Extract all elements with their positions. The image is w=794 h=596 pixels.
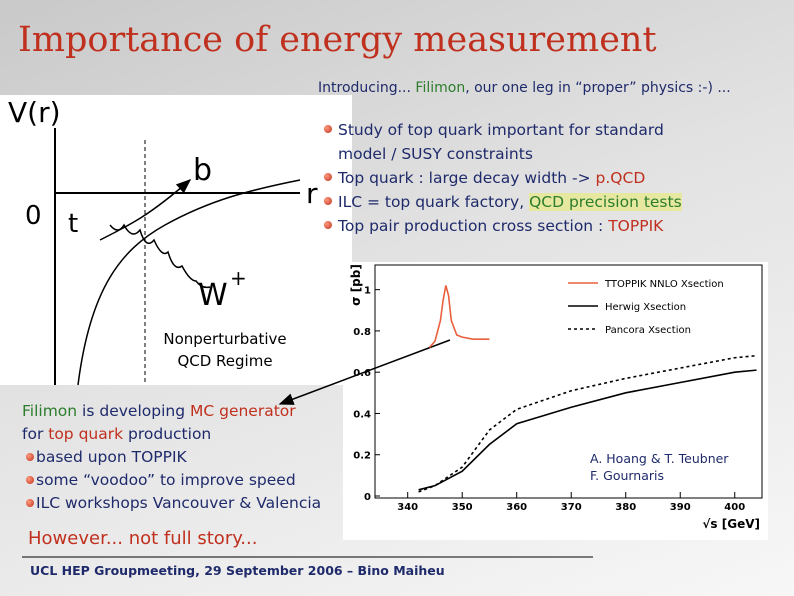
- w-squiggle: [109, 223, 211, 289]
- title: Importance of energy measurement: [18, 20, 657, 60]
- text: production: [123, 425, 212, 443]
- diagram-caption: QCD Regime: [177, 352, 272, 370]
- text: ILC = top quark factory,: [338, 193, 530, 211]
- text: Study of top quark important for standar…: [338, 121, 664, 163]
- x-tick-label: 360: [506, 502, 527, 513]
- legend-label: TTOPPIK NNLO Xsection: [604, 279, 724, 290]
- bullet: some “voodoo” to improve speed: [22, 469, 321, 492]
- bullet: ILC = top quark factory, QCD precision t…: [320, 190, 720, 214]
- subtitle: Introducing... Filimon, our one leg in “…: [318, 80, 731, 96]
- plot-frame: [374, 264, 763, 499]
- series-line: [428, 285, 490, 348]
- legend-label: Pancora Xsection: [605, 325, 691, 336]
- diagram-bg: [0, 95, 352, 385]
- bullet: Study of top quark important for standar…: [320, 118, 708, 166]
- diagram-label: +: [230, 266, 247, 290]
- potential-curve: [77, 179, 301, 386]
- diagram-label: W: [198, 278, 228, 313]
- y-tick-label: 0.6: [353, 368, 371, 379]
- bullet-list: Study of top quark important for standar…: [320, 118, 720, 238]
- however: However... not full story...: [28, 528, 258, 549]
- text: for: [22, 425, 49, 443]
- text: QCD precision tests: [529, 193, 682, 211]
- y-tick-label: 0.2: [353, 451, 371, 462]
- filimon-block: Filimon is developing MC generator for t…: [22, 400, 321, 515]
- y-tick-label: 0.4: [353, 409, 371, 420]
- b-arrow: [99, 179, 192, 241]
- bullet: Top quark : large decay width -> p.QCD: [320, 166, 720, 190]
- x-tick-label: 340: [397, 502, 418, 513]
- x-axis-label: √s [GeV]: [702, 517, 760, 531]
- text: p.QCD: [595, 169, 646, 187]
- text: TOPPIK: [608, 217, 664, 235]
- annotation: A. Hoang & T. Teubner: [590, 451, 729, 466]
- x-tick-label: 390: [670, 502, 691, 513]
- line: for top quark production: [22, 423, 321, 446]
- annotation: F. Gournaris: [590, 468, 664, 483]
- x-tick-label: 350: [452, 502, 473, 513]
- diagram-label: b: [193, 153, 212, 188]
- diagram-caption: Nonperturbative: [163, 330, 286, 348]
- x-tick-label: 400: [724, 502, 745, 513]
- text: Top pair production cross section :: [338, 217, 609, 235]
- text: top quark: [48, 425, 124, 443]
- pointer-arrow: [278, 339, 451, 405]
- text: MC generator: [189, 402, 296, 420]
- bullet: ILC workshops Vancouver & Valencia: [22, 492, 321, 515]
- diagram-label: V(r): [8, 96, 61, 129]
- text: Top quark : large decay width ->: [338, 169, 596, 187]
- text: some “voodoo” to improve speed: [36, 471, 296, 489]
- legend-label: Herwig Xsection: [605, 302, 686, 313]
- x-tick-label: 370: [561, 502, 582, 513]
- diagram-label: t: [68, 209, 78, 239]
- text: Filimon: [22, 402, 78, 420]
- y-tick-label: 0: [364, 492, 371, 503]
- diagram-label: 0: [25, 201, 42, 231]
- text: Filimon: [415, 80, 466, 96]
- plot-bg: [343, 262, 768, 540]
- bullet: Top pair production cross section : TOPP…: [320, 214, 720, 238]
- text: ILC workshops Vancouver & Valencia: [36, 494, 322, 512]
- bullet: based upon TOPPIK: [22, 446, 321, 469]
- footer: UCL HEP Groupmeeting, 29 September 2006 …: [30, 563, 445, 578]
- y-axis-label: σ [pb]: [349, 264, 363, 306]
- y-tick-label: 1: [364, 286, 371, 297]
- text: Introducing...: [318, 80, 416, 96]
- text: based upon TOPPIK: [36, 448, 187, 466]
- y-tick-label: 0.8: [353, 327, 371, 338]
- series-line: [418, 369, 757, 491]
- x-tick-label: 380: [615, 502, 636, 513]
- text: is developing: [77, 402, 190, 420]
- text: , our one leg in “proper” physics :-) ..…: [465, 80, 731, 96]
- line: Filimon is developing MC generator: [22, 400, 321, 423]
- diagram-label: r: [306, 177, 318, 210]
